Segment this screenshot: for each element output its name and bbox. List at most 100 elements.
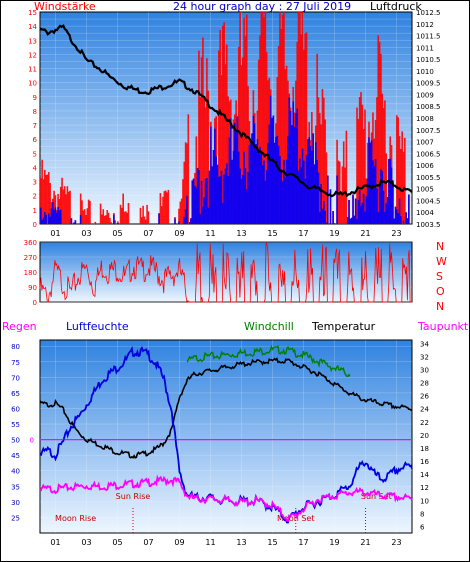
wind-gust-bar — [240, 65, 243, 225]
wind-gust-bar — [67, 191, 70, 224]
wind-average-bar — [353, 215, 356, 224]
wind-gust-bar — [187, 114, 190, 224]
y-right-tick-label: 6 — [420, 523, 425, 531]
wind-average-bar — [186, 195, 188, 224]
legend-label: Luftfeuchte — [66, 320, 129, 333]
wind-gust-bar — [198, 50, 200, 224]
wind-average-bar — [267, 142, 269, 224]
wind-average-bar — [386, 197, 389, 224]
y-right-tick-label: 1006 — [416, 162, 434, 170]
wind-gust-bar — [303, 49, 305, 224]
wind-gust-bar — [316, 53, 318, 224]
y-left-tick-label: 8 — [33, 108, 37, 116]
wind-gust-bar — [123, 211, 126, 224]
wind-gust-bar — [195, 136, 198, 224]
wind-gust-bar — [380, 53, 382, 224]
wind-average-bar — [388, 159, 390, 224]
wind-gust-bar — [283, 12, 285, 224]
wind-gust-bar — [320, 124, 322, 224]
wind-average-bar — [252, 115, 255, 224]
wind-gust-bar — [79, 193, 82, 224]
y-right-tick-label: 8 — [420, 510, 424, 518]
wind-average-bar — [308, 137, 310, 224]
wind-average-bar — [261, 164, 264, 224]
wind-gust-bar — [164, 190, 167, 224]
wind-gust-bar — [43, 169, 46, 224]
wind-average-bar — [229, 118, 232, 224]
wind-average-bar — [333, 223, 336, 224]
wind-average-bar — [296, 108, 299, 224]
wind-average-bar — [325, 222, 328, 224]
wind-average-bar — [54, 207, 57, 224]
wind-gust-bar — [94, 221, 97, 224]
wind-average-bar — [210, 126, 212, 224]
wind-average-bar — [191, 180, 194, 224]
x-tick-label: 01 — [50, 538, 60, 547]
x-tick-label: 21 — [360, 229, 370, 238]
y-right-tick-label: 30 — [420, 366, 429, 374]
x-tick-label: 11 — [205, 229, 215, 238]
y-left-tick-label: 13 — [28, 37, 37, 45]
wind-gust-bar — [85, 215, 87, 224]
wind-average-bar — [226, 163, 228, 224]
dewpoint-line — [39, 474, 413, 522]
wind-average-bar — [372, 160, 374, 224]
wind-average-bar — [360, 205, 362, 224]
wind-average-bar — [244, 168, 247, 224]
event-label: Moon Set — [277, 514, 314, 523]
wind-gust-bar — [109, 217, 111, 224]
wind-gust-bar — [325, 152, 328, 224]
wind-gust-bar — [245, 14, 248, 224]
compass-label: N — [436, 300, 444, 313]
wind-gust-bar — [117, 221, 119, 224]
wind-gust-bar — [322, 97, 325, 224]
y-left-tick-label: 65 — [11, 390, 20, 398]
x-tick-label: 05 — [112, 538, 122, 547]
event-label: Moon Rise — [55, 514, 96, 523]
wind-average-bar — [400, 215, 402, 224]
y-right-tick-label: 1008 — [416, 115, 434, 123]
wind-average-bar — [321, 208, 324, 224]
wind-gust-bar — [265, 51, 268, 225]
wind-average-bar — [249, 141, 252, 224]
wind-average-bar — [303, 160, 305, 224]
wind-gust-bar — [206, 58, 208, 224]
y-left-tick-label: 360 — [24, 239, 37, 247]
wind-average-bar — [313, 164, 316, 224]
wind-average-bar — [208, 170, 211, 224]
wind-average-bar — [332, 211, 334, 224]
wind-average-bar — [40, 207, 42, 224]
wind-gust-bar — [356, 107, 358, 224]
x-tick-label: 07 — [143, 538, 153, 547]
wind-direction-line — [39, 241, 412, 303]
x-tick-label: 03 — [81, 229, 91, 238]
wind-average-bar — [188, 222, 191, 224]
wind-average-bar — [215, 156, 217, 224]
wind-gust-bar — [199, 97, 202, 224]
rain-axis-label: 0 — [30, 437, 34, 445]
right-axis-title: Luftdruck — [370, 0, 422, 13]
wind-average-bar — [304, 178, 307, 224]
y-right-tick-label: 1012.5 — [416, 9, 441, 17]
wind-average-bar — [322, 201, 325, 224]
y-left-tick-label: 1 — [33, 207, 37, 215]
wind-gust-bar — [204, 107, 207, 224]
wind-average-bar — [214, 128, 216, 224]
compass-label: N — [436, 240, 444, 253]
wind-direction-series — [39, 241, 412, 303]
wind-gust-bar — [218, 50, 220, 224]
y-left-tick-label: 0 — [33, 221, 37, 229]
wind-gust-bar — [324, 119, 326, 224]
x-tick-label: 05 — [112, 229, 122, 238]
x-tick-label: 23 — [391, 538, 401, 547]
wind-gust-bar — [345, 130, 348, 224]
y-right-tick-label: 12 — [420, 484, 429, 492]
wind-average-bar — [49, 216, 51, 224]
wind-gust-bar — [81, 200, 83, 224]
y-right-tick-label: 1011.5 — [416, 33, 441, 41]
wind-gust-bar — [300, 34, 303, 224]
wind-average-bar — [364, 211, 366, 224]
wind-gust-bar — [178, 208, 180, 224]
wind-average-bar — [356, 219, 358, 224]
wind-gust-bar — [59, 186, 62, 224]
